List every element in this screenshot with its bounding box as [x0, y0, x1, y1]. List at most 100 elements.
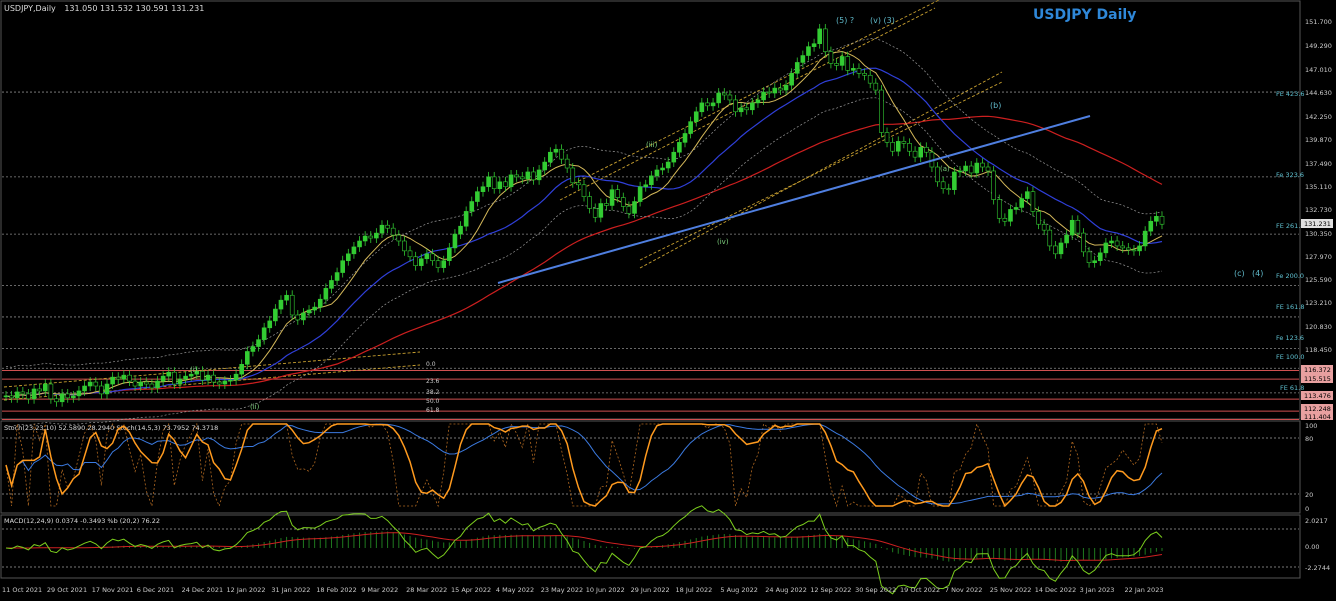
price-tick: 118.450 — [1305, 346, 1332, 354]
fib-retrace-label: 0.0 — [426, 361, 436, 368]
trendline[interactable] — [497, 115, 1091, 284]
candle-body — [368, 235, 374, 239]
candle-body — [1030, 191, 1036, 212]
candle-body — [233, 373, 239, 381]
wave-label: (5) ? — [836, 16, 854, 25]
candle-body — [458, 225, 463, 235]
candle-body — [940, 181, 946, 190]
candle-body — [469, 201, 475, 212]
candle-body — [132, 380, 138, 387]
wave-label: (a) — [940, 165, 950, 173]
candle-body — [1086, 251, 1092, 263]
price-tick: 147.010 — [1305, 66, 1332, 74]
candle-body — [329, 280, 334, 289]
candle-body — [609, 189, 615, 206]
time-axis[interactable]: 11 Oct 2021 29 Oct 2021 17 Nov 2021 6 Dec 2… — [2, 586, 1163, 594]
candle-body — [351, 246, 357, 255]
stoch-levels: 100 80 20 0 — [2, 422, 1317, 513]
candle-body — [200, 370, 205, 381]
candle-body — [980, 162, 985, 168]
wave-labels: (5) ? (v) (3) (b) (iii) (iv) (a) (c) (4)… — [190, 16, 1263, 411]
time-tick: 18 Feb 2022 — [316, 586, 356, 594]
stoch-level: 80 — [1305, 435, 1313, 443]
time-tick: 31 Jan 2022 — [271, 586, 310, 594]
candle-body — [110, 376, 115, 385]
band-upper-line — [5, 38, 1163, 368]
candle-body — [418, 258, 424, 266]
candle-body — [957, 170, 963, 173]
candle-body — [166, 371, 172, 377]
candle-body — [1120, 245, 1126, 249]
time-tick: 18 Jul 2022 — [676, 586, 713, 594]
candle-body — [115, 376, 121, 380]
panel-frames — [0, 0, 1301, 579]
level-price: 113.476 — [1304, 392, 1331, 400]
fib-label: FE 100.0 — [1276, 353, 1305, 361]
channel-line — [564, 0, 941, 189]
candle-body — [665, 161, 671, 169]
candle-body — [301, 312, 306, 321]
candle-body — [1019, 198, 1025, 208]
candle-body — [261, 327, 267, 340]
candle-body — [789, 72, 794, 86]
candle-body — [834, 63, 839, 66]
candle-body — [497, 181, 503, 190]
candle-body — [991, 170, 996, 200]
stoch-level: 20 — [1305, 491, 1313, 499]
candle-body — [390, 227, 396, 236]
candle-body — [14, 391, 20, 399]
candle-body — [806, 46, 811, 56]
candle-body — [794, 62, 800, 74]
candle-body — [289, 294, 295, 316]
candle-body — [42, 383, 48, 392]
candle-body — [323, 288, 329, 300]
chart-watermark: USDJPY Daily — [1033, 7, 1136, 23]
candle-body — [677, 142, 682, 153]
candle-body — [177, 378, 183, 385]
wave-label: (i) — [190, 366, 198, 374]
candle-body — [385, 224, 390, 229]
candle-body — [317, 298, 323, 308]
candle-body — [245, 351, 250, 365]
candle-body — [1041, 223, 1047, 231]
candle-body — [783, 84, 789, 91]
fib-label: FE 61.8 — [1280, 384, 1304, 392]
price-tick: 151.700 — [1305, 18, 1332, 26]
fib-retrace-label: 23.6 — [426, 378, 440, 385]
time-tick: 25 Nov 2022 — [990, 586, 1032, 594]
candle-body — [514, 174, 519, 178]
wave-label: (4) — [1252, 269, 1263, 278]
candle-body — [228, 379, 233, 382]
time-tick: 9 Mar 2022 — [361, 586, 398, 594]
candle-body — [693, 111, 699, 122]
candle-body — [65, 393, 71, 399]
price-tick: 130.350 — [1305, 230, 1332, 238]
candle-body — [1126, 247, 1131, 251]
candle-body — [699, 102, 705, 113]
time-tick: 15 Apr 2022 — [451, 586, 491, 594]
candle-body — [1081, 232, 1086, 253]
time-tick: 10 Jun 2022 — [586, 586, 625, 594]
time-tick: 3 Jan 2023 — [1080, 586, 1115, 594]
price-axis[interactable]: 151.700 149.290 147.010 144.630 142.250 … — [1305, 18, 1332, 354]
stoch-level: 100 — [1305, 422, 1317, 430]
candle-body — [924, 146, 929, 153]
candle-body — [766, 91, 772, 94]
price-tick: 132.730 — [1305, 206, 1332, 214]
candle-body — [435, 260, 441, 268]
candle-body — [54, 398, 59, 403]
candle-body — [127, 374, 132, 382]
candle-body — [155, 380, 160, 389]
candle-body — [1002, 218, 1008, 222]
channel-line — [3, 364, 421, 401]
candle-body — [503, 181, 508, 188]
candle-body — [1047, 229, 1053, 247]
channel-line — [639, 81, 1003, 261]
candle-body — [744, 107, 750, 111]
time-tick: 5 Aug 2022 — [720, 586, 758, 594]
level-price: 112.248 — [1304, 405, 1331, 413]
candle-body — [31, 388, 37, 400]
candle-body — [480, 186, 486, 192]
